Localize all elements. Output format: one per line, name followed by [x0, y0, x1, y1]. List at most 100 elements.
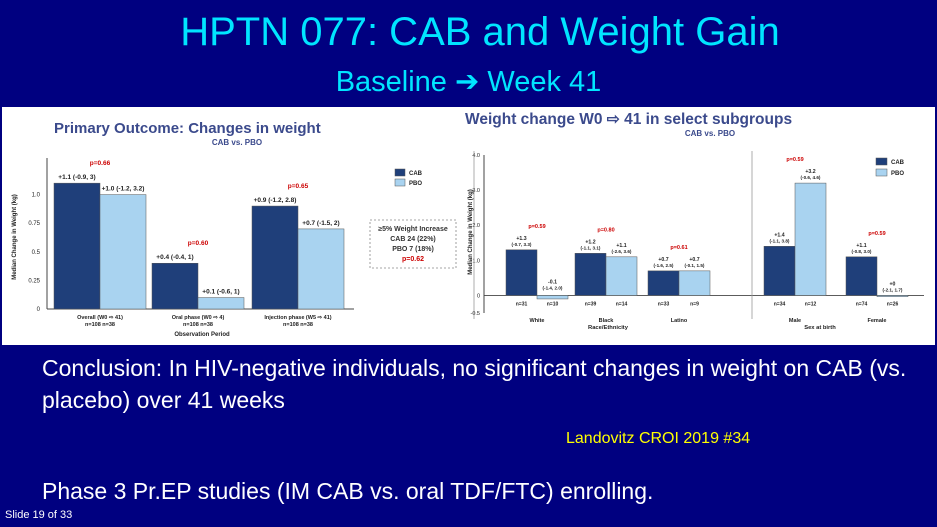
chart2-y-tick: -0.5: [471, 311, 480, 317]
chart1-note-line: p=0.62: [402, 256, 424, 263]
chart2-bar-ci: (-0.1, 1.5): [685, 263, 705, 268]
right-arrow-icon: ➔: [455, 66, 480, 98]
chart1-y-tick: 0.25: [28, 278, 40, 284]
chart2-y-tick: 1.0: [472, 258, 480, 264]
chart2-bar-ci: (-2.6, 3.6): [612, 249, 632, 254]
chart2-bar-value: +0: [890, 281, 896, 287]
chart1-bar-label: +1.1 (-0.9, 3): [58, 174, 95, 181]
chart1-title: Primary Outcome: Changes in weight: [54, 120, 321, 137]
chart1-bar-label: +0.1 (-0.6, 1): [202, 289, 239, 296]
chart1-bar-label: +1.0 (-1.2, 3.2): [102, 186, 145, 193]
chart2-bar-ci: (-1.6, 2.5): [654, 263, 674, 268]
chart1-pvalue: p=0.66: [90, 160, 111, 167]
chart1-y-tick: 0.5: [32, 250, 41, 256]
chart1-note-line: ≥5% Weight Increase: [378, 226, 448, 233]
chart1-bar-label: +0.7 (-1.5, 2): [302, 220, 339, 227]
chart1-note-box: [369, 219, 457, 269]
chart1-pvalue: p=0.60: [188, 240, 209, 247]
chart2-category-label: Female: [868, 318, 887, 324]
chart1-bar-label: +0.4 (-0.4, 1): [156, 254, 193, 261]
chart2-pvalue: p=0.61: [670, 245, 687, 251]
chart1-pvalue: p=0.65: [288, 183, 309, 190]
chart2-bar-ci: (-1.1, 3.1): [581, 245, 601, 250]
chart2-bar-pbo: [605, 256, 638, 296]
chart2-group-label: Race/Ethnicity: [588, 325, 629, 331]
chart1-bar-label: +0.9 (-1.2, 2.8): [254, 197, 297, 204]
chart2-legend-label: PBO: [891, 171, 904, 177]
chart2-n-cab: n=33: [658, 301, 670, 307]
chart1-n-label: n=108 n=38: [85, 322, 115, 328]
chart2-bar-value: +1.1: [616, 243, 626, 249]
chart1-legend-label: CAB: [409, 171, 423, 177]
chart2-n-pbo: n=14: [616, 301, 628, 307]
chart1-note-line: CAB 24 (22%): [390, 236, 436, 243]
chart2-bar-cab: [763, 246, 796, 296]
chart1-bar-pbo: [99, 194, 147, 310]
citation: Landovitz CROI 2019 #34: [566, 430, 751, 447]
chart2-bar-cab: [574, 253, 607, 296]
chart2-group-label: Sex at birth: [804, 325, 836, 331]
subtitle-start: Baseline: [335, 66, 447, 98]
chart1-bar-cab: [53, 182, 101, 310]
slide-subtitle: Baseline ➔ Week 41: [0, 64, 937, 99]
chart1-legend-swatch: [394, 168, 406, 177]
chart2-bar-value: +1.4: [774, 232, 784, 238]
chart2-bar-ci: (-2.1, 1.7): [883, 287, 903, 292]
chart2-bar-value: +1.1: [856, 243, 866, 249]
chart1-y-label: Median Change in Weight (kg): [12, 194, 18, 280]
phase3-text: Phase 3 Pr.EP studies (IM CAB vs. oral T…: [42, 478, 654, 504]
chart2-n-cab: n=74: [856, 301, 868, 307]
chart1-bar-cab: [151, 262, 199, 310]
chart2-n-pbo: n=10: [547, 301, 559, 307]
chart2-subtitle: CAB vs. PBO: [685, 129, 735, 138]
chart2-category-label: Latino: [671, 318, 688, 324]
chart2-y-tick: 3.0: [472, 188, 480, 194]
chart2-n-pbo: n=26: [887, 301, 899, 307]
chart2-n-cab: n=34: [774, 301, 786, 307]
chart2-bar-ci: (-0.6, 4.6): [801, 175, 821, 180]
chart1-note-line: PBO 7 (18%): [392, 246, 434, 253]
chart2-pvalue: p=0.80: [597, 227, 614, 233]
subgroup-chart: Weight change W0 ⇨ 41 in select subgroup…: [462, 107, 935, 331]
chart2-bar-ci: (-1.4, 2.0): [543, 285, 563, 290]
chart1-x-label: Observation Period: [174, 332, 230, 338]
chart1-n-label: n=108 n=38: [183, 322, 213, 328]
chart1-bar-pbo: [297, 228, 345, 310]
chart2-pvalue: p=0.59: [528, 224, 545, 230]
chart2-n-pbo: n=9: [690, 301, 699, 307]
chart2-n-cab: n=31: [516, 301, 528, 307]
slide-title: HPTN 077: CAB and Weight Gain: [180, 10, 780, 54]
chart1-legend-label: PBO: [409, 181, 422, 187]
chart2-n-pbo: n=12: [805, 301, 817, 307]
chart2-bar-value: +1.3: [516, 236, 526, 242]
chart1-y-tick: 1.0: [32, 193, 41, 199]
chart1-category-label: Oral phase (W0 ⇨ 4): [172, 315, 225, 321]
chart1-y-tick: 0.75: [28, 221, 40, 227]
chart1-bar-pbo: [197, 297, 245, 310]
chart2-y-tick: 2.0: [472, 223, 480, 229]
chart1-category-label: Overall (W0 ⇨ 41): [77, 315, 123, 321]
conclusion-text: Conclusion: In HIV-negative individuals,…: [42, 355, 907, 413]
chart2-bar-ci: (-0.8, 3.0): [852, 249, 872, 254]
chart1-legend-swatch: [394, 178, 406, 187]
chart2-bar-pbo: [678, 270, 711, 296]
chart1-n-label: n=108 n=38: [283, 322, 313, 328]
chart2-y-tick: 0: [477, 293, 480, 299]
chart2-bar-value: -0.1: [548, 279, 557, 285]
chart2-title-strip: [462, 107, 935, 129]
slide-number: Slide 19 of 33: [5, 509, 73, 521]
chart2-bar-cab: [647, 270, 680, 296]
chart2-bar-pbo: [536, 295, 569, 300]
chart2-bar-pbo: [794, 182, 827, 296]
chart2-bar-ci: (-0.7, 3.3): [512, 242, 532, 247]
subtitle-end: Week 41: [487, 66, 602, 98]
chart2-bar-ci: (-1.1, 3.8): [770, 238, 790, 243]
chart2-category-label: Black: [599, 318, 615, 324]
chart2-bar-value: +0.7: [689, 257, 699, 263]
chart2-bar-pbo: [876, 295, 909, 297]
chart2-bar-cab: [845, 256, 878, 296]
chart2-pvalue: p=0.59: [786, 157, 803, 163]
chart2-pvalue: p=0.59: [868, 231, 885, 237]
chart2-bar-value: +3.2: [805, 169, 815, 175]
